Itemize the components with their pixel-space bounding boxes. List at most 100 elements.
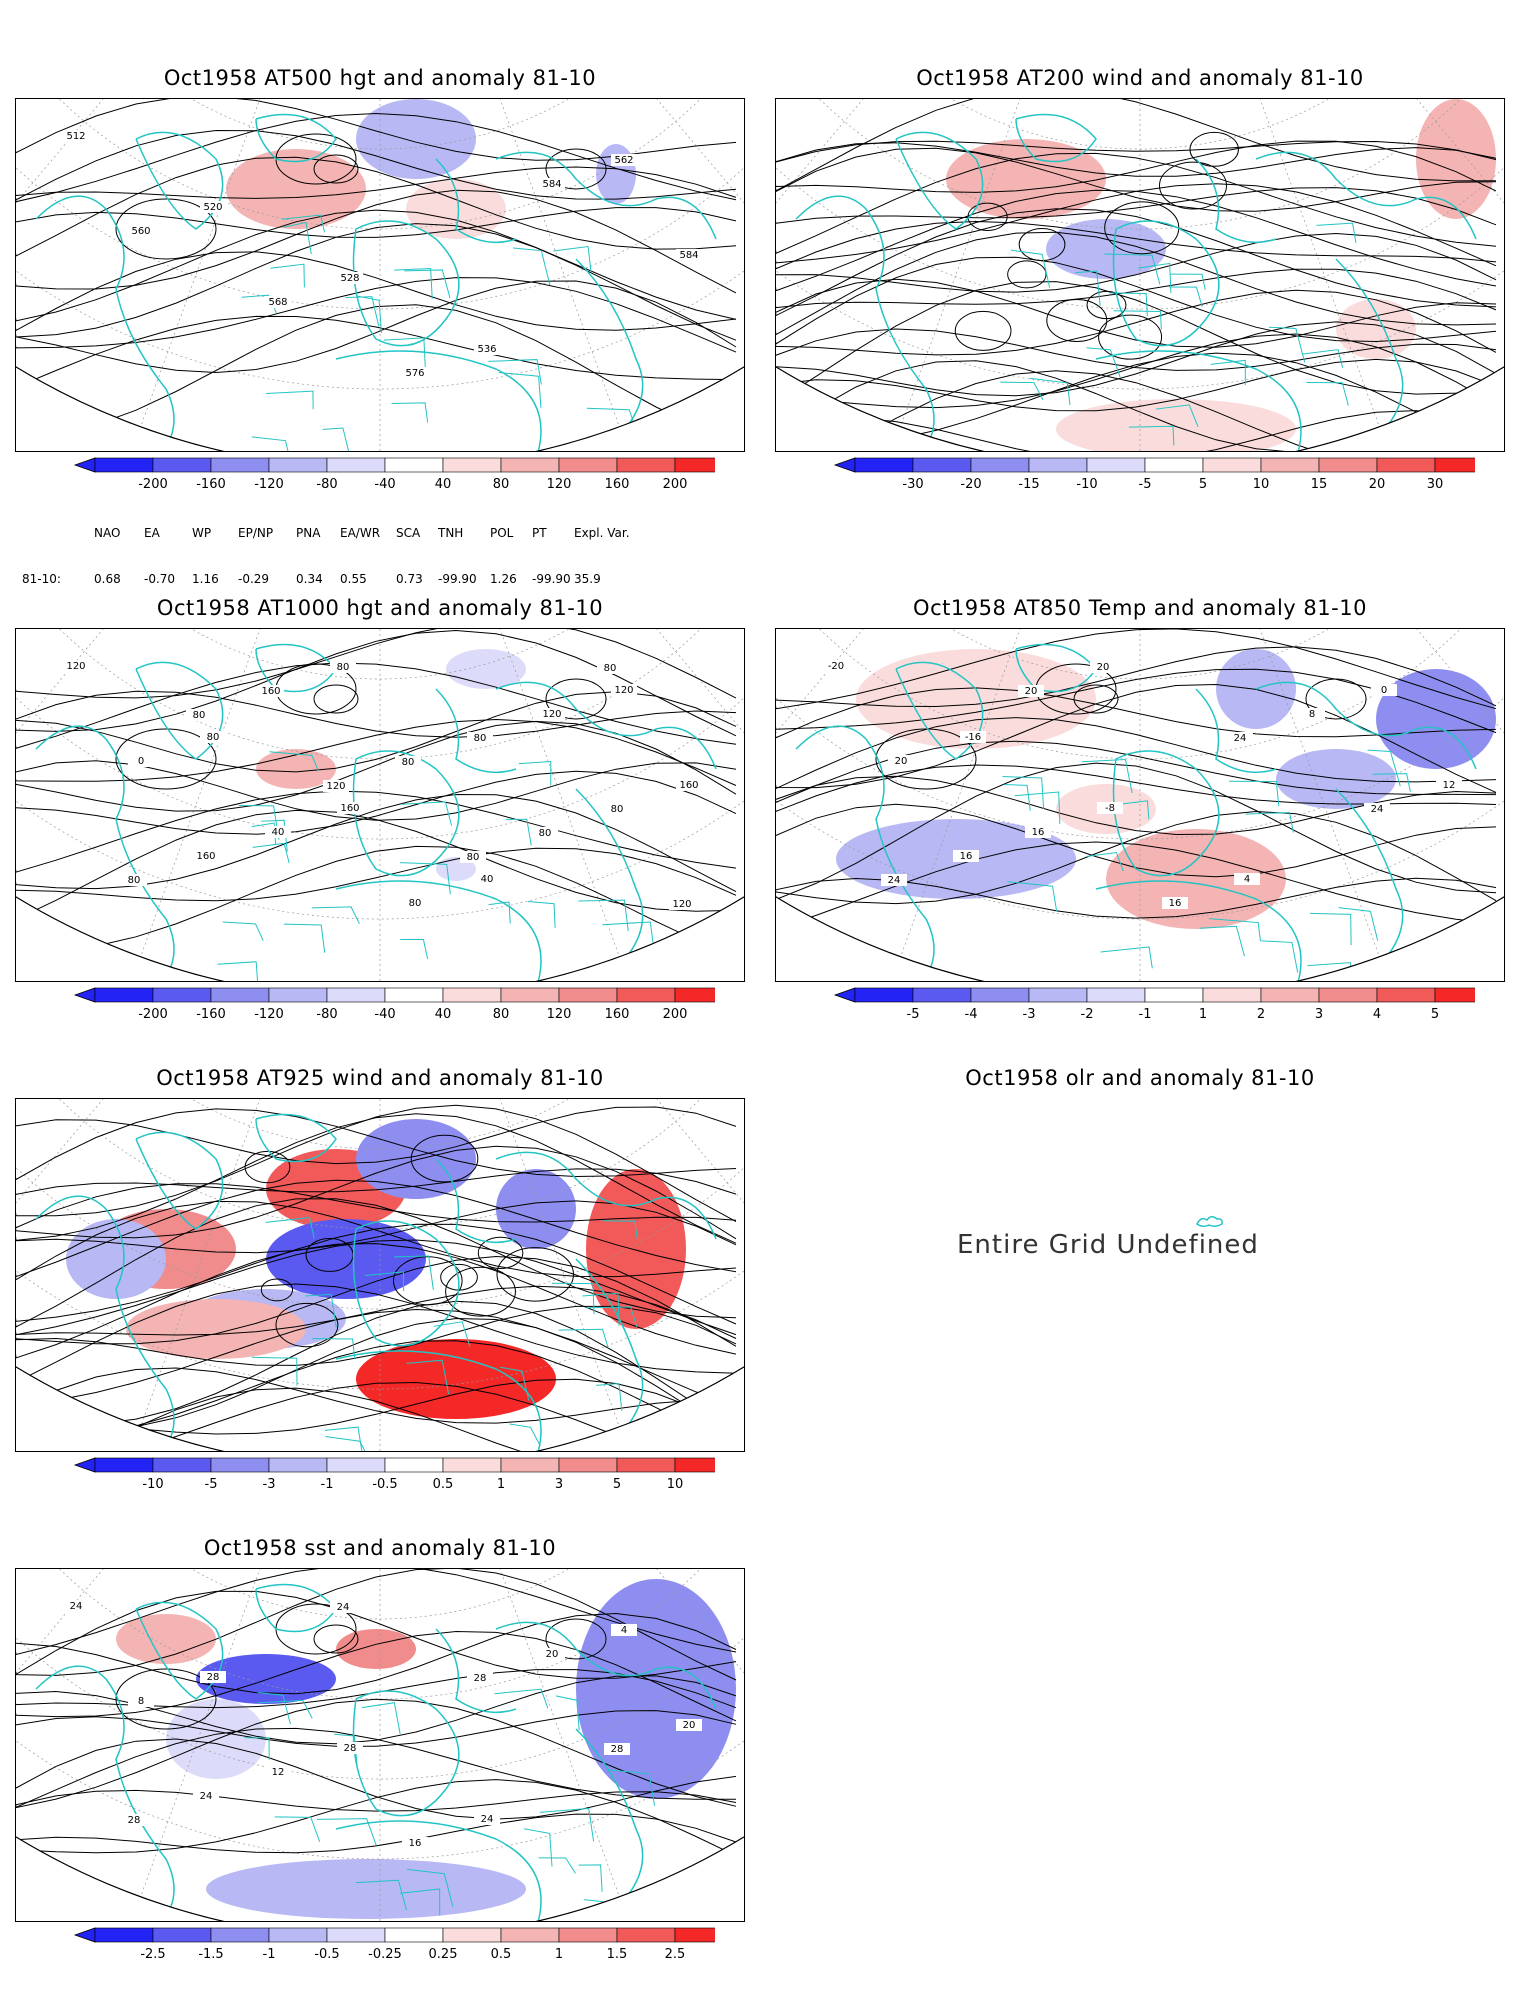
anomaly-shading — [356, 99, 476, 179]
contour-label-bg — [193, 1790, 219, 1802]
contour-label-bg — [193, 850, 219, 862]
colorbar-segment — [94, 1927, 154, 1943]
coastline — [255, 643, 337, 693]
contour-label: 24 — [1234, 733, 1247, 744]
contour-label-bg — [330, 661, 356, 673]
contour-label-bg — [1364, 803, 1390, 815]
border-line — [500, 1366, 530, 1401]
colorbar-segment — [1202, 457, 1262, 473]
colorbar-tick-label: 80 — [493, 1007, 510, 1022]
contour-line — [16, 251, 737, 332]
streamline — [776, 256, 1497, 345]
border-line — [1014, 791, 1061, 824]
border-line — [394, 267, 433, 299]
border-line — [578, 1864, 603, 1892]
colorbar-segment — [1086, 987, 1146, 1003]
contour-line — [16, 1569, 737, 1656]
colorbar-tick-label: -5 — [1139, 477, 1152, 492]
streamline — [275, 1302, 339, 1348]
index-value: -99.90 — [438, 572, 477, 586]
contour-label-bg — [474, 1813, 500, 1825]
contour-label-bg — [1227, 732, 1253, 744]
colorbar-segment — [616, 987, 676, 1003]
colorbar-tick-label: -15 — [1018, 477, 1039, 492]
coastline — [255, 113, 337, 163]
colorbar-tick-label: 2.5 — [665, 1947, 686, 1962]
border-line — [1372, 773, 1411, 792]
colorbar-arrow-low — [73, 457, 96, 473]
indices-header-row: NAO EA WP EP/NP PNA EA/WR SCA TNH POL PT Expl. Var… — [94, 526, 634, 540]
colorbar-segment — [500, 457, 560, 473]
border-line — [284, 923, 326, 953]
contour-label: 28 — [474, 1673, 487, 1684]
coastline — [255, 1583, 337, 1633]
contour-line — [115, 198, 217, 260]
border-line — [1137, 262, 1172, 294]
colorbar-segment — [674, 987, 715, 1003]
colorbar-tick-label: 20 — [1369, 477, 1386, 492]
colorbar-segment — [854, 457, 914, 473]
panel-title: Oct1958 AT500 hgt and anomaly 81-10 — [163, 66, 597, 90]
streamline — [776, 130, 1497, 163]
panel-olr: Oct1958 olr and anomaly 81-10 Entire Gri… — [775, 1060, 1505, 1480]
index-header: WP — [192, 526, 212, 540]
meridian-gridline — [379, 1099, 744, 1120]
contour-line — [776, 683, 1497, 793]
streamline — [477, 1236, 524, 1270]
contour-label: 80 — [207, 732, 220, 743]
index-header: PNA — [296, 526, 321, 540]
contour-label-bg — [337, 1742, 363, 1754]
contour-label-bg — [1018, 685, 1044, 697]
contour-line — [1073, 684, 1119, 714]
map-canvas: 512 520 528 536 562 560 568 576 584 584 — [16, 99, 744, 451]
colorbar-arrow-low — [73, 987, 96, 1003]
coastline — [495, 1151, 717, 1240]
colorbar-arrow-low — [833, 987, 856, 1003]
map-frame: 24 28 28 24 4 8 12 16 20 20 24 24 28 28 28 — [15, 1568, 745, 1922]
border-line — [1128, 425, 1175, 446]
coastline — [435, 158, 517, 244]
colorbar-tick-label: -1 — [1139, 1007, 1152, 1022]
border-line — [498, 371, 542, 408]
border-line — [1367, 749, 1401, 787]
colorbar-segment — [442, 1927, 502, 1943]
map-canvas — [16, 1099, 744, 1451]
contour-line — [16, 845, 737, 958]
meridian-gridline — [16, 1099, 381, 1120]
colorbar-segment — [384, 987, 444, 1003]
contour-label: 80 — [337, 662, 350, 673]
panel-title: Oct1958 sst and anomaly 81-10 — [203, 1536, 557, 1560]
contour-label-bg — [63, 1600, 89, 1612]
coastline — [895, 661, 984, 760]
contour-line — [16, 847, 737, 902]
contour-label-bg — [888, 755, 914, 767]
coastline — [1335, 788, 1404, 970]
contour-line — [16, 223, 737, 341]
contour-label-bg — [337, 272, 363, 284]
streamline — [1046, 299, 1108, 343]
contour-line — [16, 1569, 737, 1681]
contour-label-bg — [402, 367, 428, 379]
colorbar-tick-label: -1 — [321, 1477, 334, 1492]
border-line — [1169, 273, 1206, 290]
contour-line — [16, 129, 737, 201]
contour-line — [545, 148, 607, 190]
colorbar-tick-label: -3 — [263, 1477, 276, 1492]
border-line — [283, 221, 312, 255]
contour-label: 4 — [621, 1625, 627, 1636]
border-line — [1301, 349, 1344, 368]
streamline — [776, 333, 1497, 409]
streamline — [776, 99, 1497, 192]
index-value: 1.16 — [192, 572, 219, 586]
colorbar-tick-label: 1.5 — [607, 1947, 628, 1962]
colorbar-segment — [152, 1927, 212, 1943]
border-line — [401, 801, 453, 826]
streamline — [1086, 290, 1127, 320]
colorbar-tick-label: 5 — [1199, 477, 1207, 492]
border-line — [270, 263, 305, 288]
border-line — [311, 906, 360, 925]
coastline — [335, 880, 542, 981]
border-line — [258, 1699, 313, 1719]
contour-label: 584 — [542, 179, 561, 190]
colorbar-segment — [1144, 987, 1204, 1003]
